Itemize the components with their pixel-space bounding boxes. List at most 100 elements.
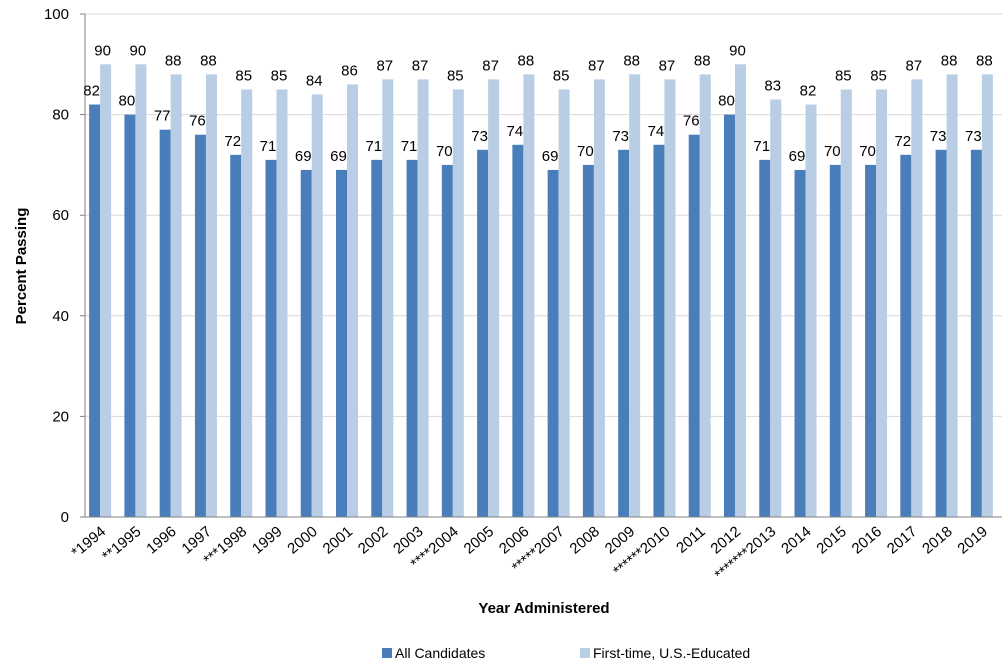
data-label-all-candidates-2: 77	[154, 108, 171, 125]
data-label-all-candidates-23: 72	[894, 133, 911, 150]
bar-all-candidates-14	[582, 164, 594, 517]
bar-first-time-16	[664, 79, 676, 517]
bar-all-candidates-15	[618, 149, 630, 517]
x-tick-label-1: **1995	[99, 523, 144, 565]
y-tick-label-0: 0	[61, 509, 69, 526]
y-axis-title: Percent Passing	[13, 208, 30, 325]
data-label-first-time-24: 88	[941, 52, 958, 69]
data-label-all-candidates-14: 70	[577, 143, 594, 160]
axes	[84, 14, 1002, 518]
bar-first-time-24	[946, 74, 958, 518]
bar-first-time-3	[205, 74, 217, 518]
data-label-first-time-6: 84	[306, 72, 323, 89]
data-label-first-time-17: 88	[694, 52, 711, 69]
data-label-all-candidates-0: 82	[83, 83, 100, 100]
bar-all-candidates-9	[406, 159, 418, 517]
bar-first-time-25	[981, 74, 993, 518]
data-label-all-candidates-21: 70	[824, 143, 841, 160]
data-label-first-time-20: 82	[800, 83, 817, 100]
x-tick-label-11: 2005	[461, 523, 497, 557]
bar-all-candidates-17	[688, 134, 700, 517]
bar-all-candidates-1	[124, 114, 136, 517]
bar-first-time-21	[840, 89, 852, 517]
x-tick-label-23: 2017	[884, 523, 920, 557]
bar-all-candidates-22	[865, 164, 877, 517]
bar-first-time-20	[805, 104, 817, 517]
data-label-first-time-11: 87	[482, 57, 499, 74]
data-label-all-candidates-18: 80	[718, 93, 735, 110]
bar-first-time-5	[276, 89, 288, 517]
bar-first-time-22	[876, 89, 888, 517]
data-label-all-candidates-9: 71	[401, 138, 418, 155]
bar-all-candidates-24	[935, 149, 947, 517]
data-label-first-time-13: 85	[553, 67, 570, 84]
x-tick-label-6: 2000	[284, 523, 320, 557]
data-label-first-time-12: 88	[518, 52, 535, 69]
x-tick-label-17: 2011	[673, 523, 709, 557]
x-tick-labels: *1994**199519961997***199819992000200120…	[68, 523, 991, 584]
bar-all-candidates-6	[300, 169, 312, 517]
y-tick-label-20: 20	[52, 408, 69, 425]
bar-all-candidates-25	[970, 149, 982, 517]
data-label-all-candidates-25: 73	[965, 128, 982, 145]
x-tick-label-8: 2002	[355, 523, 391, 557]
bar-all-candidates-4	[230, 154, 242, 517]
bar-first-time-18	[734, 64, 746, 518]
bar-first-time-14	[593, 79, 605, 517]
bar-first-time-7	[347, 84, 359, 518]
x-tick-label-20: 2014	[778, 523, 814, 557]
bar-first-time-6	[311, 94, 323, 517]
data-label-first-time-0: 90	[94, 42, 111, 59]
data-label-first-time-25: 88	[976, 52, 993, 69]
bar-first-time-8	[382, 79, 394, 517]
data-label-all-candidates-24: 73	[930, 128, 947, 145]
x-tick-label-7: 2001	[320, 523, 356, 557]
x-tick-label-21: 2015	[813, 523, 849, 557]
data-label-all-candidates-13: 69	[542, 148, 559, 165]
data-label-all-candidates-3: 76	[189, 113, 206, 130]
data-label-first-time-2: 88	[165, 52, 182, 69]
data-label-all-candidates-15: 73	[612, 128, 629, 145]
x-tick-label-2: 1996	[143, 523, 179, 557]
bar-first-time-15	[629, 74, 641, 518]
y-tick-label-60: 60	[52, 207, 69, 224]
data-label-all-candidates-8: 71	[365, 138, 382, 155]
bar-first-time-13	[558, 89, 570, 517]
bar-first-time-11	[488, 79, 500, 517]
data-label-all-candidates-22: 70	[859, 143, 876, 160]
y-tick-label-40: 40	[52, 308, 69, 325]
bar-all-candidates-23	[900, 154, 912, 517]
x-tick-label-22: 2016	[849, 523, 885, 557]
bar-first-time-10	[452, 89, 464, 517]
y-tick-label-80: 80	[52, 107, 69, 124]
x-tick-label-24: 2018	[919, 523, 955, 557]
data-label-first-time-10: 85	[447, 67, 464, 84]
y-tick-label-100: 100	[44, 6, 69, 23]
x-tick-label-25: 2019	[954, 523, 990, 557]
bar-all-candidates-0	[89, 104, 101, 517]
bar-first-time-12	[523, 74, 535, 518]
legend-swatch-all-candidates	[382, 648, 392, 658]
data-label-first-time-21: 85	[835, 67, 852, 84]
bar-all-candidates-11	[477, 149, 489, 517]
data-label-first-time-16: 87	[659, 57, 676, 74]
data-label-first-time-22: 85	[870, 67, 887, 84]
bar-all-candidates-16	[653, 144, 665, 517]
y-tick-labels: 0 20 40 60 80 100	[44, 6, 69, 526]
data-label-all-candidates-4: 72	[224, 133, 241, 150]
data-label-all-candidates-20: 69	[789, 148, 806, 165]
bar-all-candidates-7	[336, 169, 348, 517]
legend: All Candidates First-time, U.S.-Educated	[382, 645, 750, 661]
data-label-first-time-14: 87	[588, 57, 605, 74]
legend-label-first-time-us-educated: First-time, U.S.-Educated	[593, 645, 750, 661]
data-label-all-candidates-11: 73	[471, 128, 488, 145]
bar-all-candidates-18	[723, 114, 735, 517]
bars	[89, 64, 993, 518]
bar-first-time-1	[135, 64, 147, 518]
data-label-first-time-23: 87	[905, 57, 922, 74]
data-label-first-time-15: 88	[623, 52, 640, 69]
bar-first-time-9	[417, 79, 429, 517]
data-labels: 82 90 80 90 77 88 76 88 72 85 71 85 69 84 69 86 71 87 71 87…	[83, 42, 992, 165]
bar-all-candidates-13	[547, 169, 559, 517]
